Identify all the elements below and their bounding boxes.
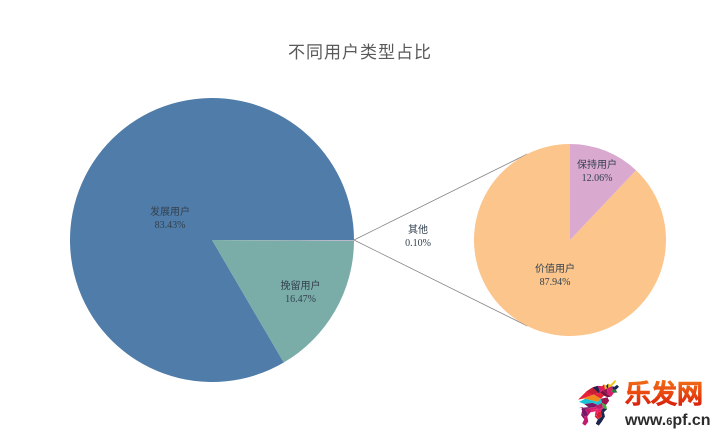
svg-text:乐发网: 乐发网 (625, 379, 703, 409)
svg-text:www.6pf.cn: www.6pf.cn (624, 412, 711, 429)
